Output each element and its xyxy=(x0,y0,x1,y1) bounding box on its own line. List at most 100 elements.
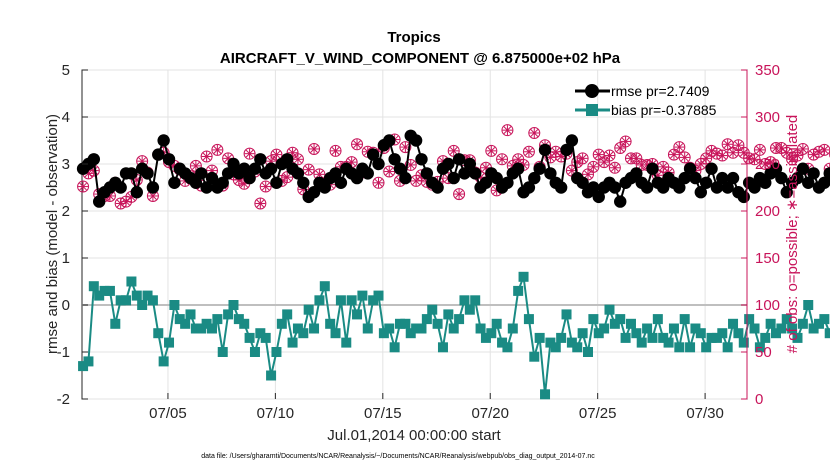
possible-obs-point xyxy=(404,158,417,171)
rmse-point xyxy=(307,186,321,199)
rmse-point xyxy=(200,181,213,194)
assimilated-obs-point xyxy=(754,144,765,155)
assimilated-obs-stroke xyxy=(487,146,496,155)
rmse-point xyxy=(291,167,305,180)
x-axis-label: Jul.01,2014 00:00:00 start xyxy=(327,427,501,444)
bias-point xyxy=(411,323,422,334)
assimilated-obs-point xyxy=(701,153,712,164)
rmse-point xyxy=(152,148,165,161)
legend-rmse-label: rmse pr=2.7409 xyxy=(611,83,710,99)
assimilated-obs-stroke xyxy=(702,154,711,163)
bias-point xyxy=(454,314,465,325)
assimilated-obs-stroke xyxy=(621,137,630,146)
assimilated-obs-stroke xyxy=(605,151,614,160)
rmse-point xyxy=(737,190,750,204)
bias-point xyxy=(566,337,577,348)
assimilated-obs-point xyxy=(271,149,282,160)
assimilated-obs-point xyxy=(797,143,808,154)
possible-obs-point xyxy=(200,150,213,163)
bias-point xyxy=(685,342,696,353)
bias-point xyxy=(373,290,384,301)
possible-obs-point xyxy=(608,161,621,174)
right-tick-label: 50 xyxy=(755,344,772,361)
assimilated-obs-stroke xyxy=(820,146,829,154)
bias-point xyxy=(604,304,615,315)
bias-point xyxy=(121,295,132,306)
assimilated-obs-point xyxy=(260,181,271,192)
x-tick-label: 07/25 xyxy=(579,405,617,422)
assimilated-obs-point xyxy=(599,157,610,168)
rmse-point xyxy=(823,167,830,180)
bias-point xyxy=(174,314,185,325)
bias-point xyxy=(88,281,99,292)
bias-point xyxy=(609,318,620,329)
bias-point xyxy=(561,309,572,320)
assimilated-obs-point xyxy=(486,145,497,156)
rmse-point xyxy=(270,176,283,189)
assimilated-obs-point xyxy=(658,161,669,172)
bias-point xyxy=(115,295,126,306)
rmse-point xyxy=(716,171,729,185)
assimilated-obs-point xyxy=(454,189,465,200)
bias-point xyxy=(276,318,287,329)
assimilated-obs-point xyxy=(352,139,363,150)
rmse-point xyxy=(463,157,477,171)
possible-obs-point xyxy=(270,148,283,161)
assimilated-obs-stroke xyxy=(750,155,759,164)
bias-point xyxy=(787,323,798,334)
bias-point xyxy=(233,314,244,325)
possible-obs-point xyxy=(603,149,616,162)
bias-point xyxy=(266,370,277,381)
bias-point xyxy=(384,323,395,334)
bias-point xyxy=(765,318,776,329)
bias-point xyxy=(196,323,207,334)
assimilated-obs-stroke xyxy=(482,163,490,172)
rmse-point xyxy=(614,195,627,208)
x-tick-label: 07/05 xyxy=(149,405,187,422)
bias-point xyxy=(319,281,330,292)
bias-point xyxy=(540,389,551,400)
bias-point xyxy=(255,328,266,339)
bias-point xyxy=(239,318,250,329)
x-tick-label: 07/30 xyxy=(686,405,724,422)
bias-point xyxy=(556,332,567,343)
left-tick-label: 4 xyxy=(62,109,70,126)
bias-point xyxy=(711,332,722,343)
possible-obs-point xyxy=(453,188,466,201)
assimilated-obs-point xyxy=(808,149,819,160)
bias-point xyxy=(636,337,647,348)
rmse-point xyxy=(297,176,310,189)
left-tick-label: -1 xyxy=(57,344,70,361)
rmse-point xyxy=(431,181,444,194)
assimilated-obs-stroke xyxy=(799,145,807,153)
bias-point xyxy=(448,323,459,334)
assimilated-obs-stroke xyxy=(256,199,265,208)
bias-point xyxy=(550,342,561,353)
assimilated-obs-stroke xyxy=(723,140,732,149)
bias-point xyxy=(497,337,508,348)
rmse-point xyxy=(227,157,240,171)
bias-point xyxy=(652,314,663,325)
rmse-point xyxy=(87,153,101,166)
assimilated-obs-point xyxy=(615,143,626,154)
bias-point xyxy=(443,309,454,320)
bias-point xyxy=(437,342,448,353)
bias-point xyxy=(271,347,282,357)
right-tick-label: 300 xyxy=(755,109,780,126)
bias-point xyxy=(642,323,653,334)
bias-point xyxy=(190,323,201,334)
bias-point xyxy=(480,332,491,343)
possible-obs-point xyxy=(587,160,600,173)
bias-point xyxy=(99,285,110,296)
rmse-point xyxy=(533,162,546,175)
bias-point xyxy=(647,332,658,343)
rmse-point xyxy=(254,153,267,166)
possible-obs-point xyxy=(619,135,632,148)
rmse-point xyxy=(388,153,401,166)
assimilated-obs-stroke xyxy=(89,166,98,175)
rmse-point xyxy=(576,176,589,189)
bias-point xyxy=(760,332,771,343)
possible-obs-point xyxy=(673,141,686,154)
rmse-point xyxy=(409,134,423,147)
assimilated-obs-point xyxy=(631,153,642,164)
